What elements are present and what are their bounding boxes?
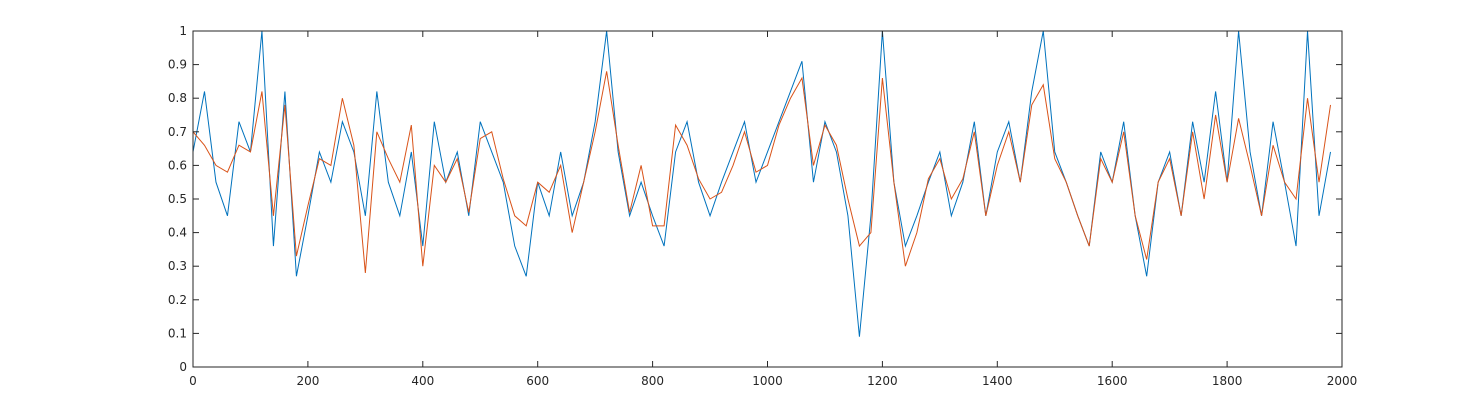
x-tick-label: 0 bbox=[189, 374, 197, 388]
x-tick-label: 600 bbox=[526, 374, 549, 388]
data-line bbox=[192, 30, 1332, 337]
x-tick-label: 2000 bbox=[1327, 374, 1358, 388]
y-tick-label: 0.6 bbox=[168, 158, 187, 172]
y-tick-label: 0.3 bbox=[168, 259, 187, 273]
x-tick-label: 1800 bbox=[1212, 374, 1243, 388]
y-tick-label: 0 bbox=[179, 360, 187, 374]
y-tick-label: 0.5 bbox=[168, 192, 187, 206]
y-tick-label: 0.8 bbox=[168, 91, 187, 105]
x-tick-label: 800 bbox=[641, 374, 664, 388]
y-tick-label: 0.1 bbox=[168, 326, 187, 340]
x-tick-label: 200 bbox=[296, 374, 319, 388]
x-tick-label: 1200 bbox=[867, 374, 898, 388]
x-tick-label: 1000 bbox=[752, 374, 783, 388]
y-tick-label: 0.4 bbox=[168, 226, 187, 240]
y-tick-label: 0.2 bbox=[168, 293, 187, 307]
y-tick-label: 1 bbox=[179, 24, 187, 38]
x-tick-label: 1400 bbox=[982, 374, 1013, 388]
x-tick-label: 400 bbox=[411, 374, 434, 388]
data-line bbox=[192, 71, 1332, 273]
x-tick-label: 1600 bbox=[1097, 374, 1128, 388]
y-tick-label: 0.9 bbox=[168, 58, 187, 72]
y-tick-label: 0.7 bbox=[168, 125, 187, 139]
